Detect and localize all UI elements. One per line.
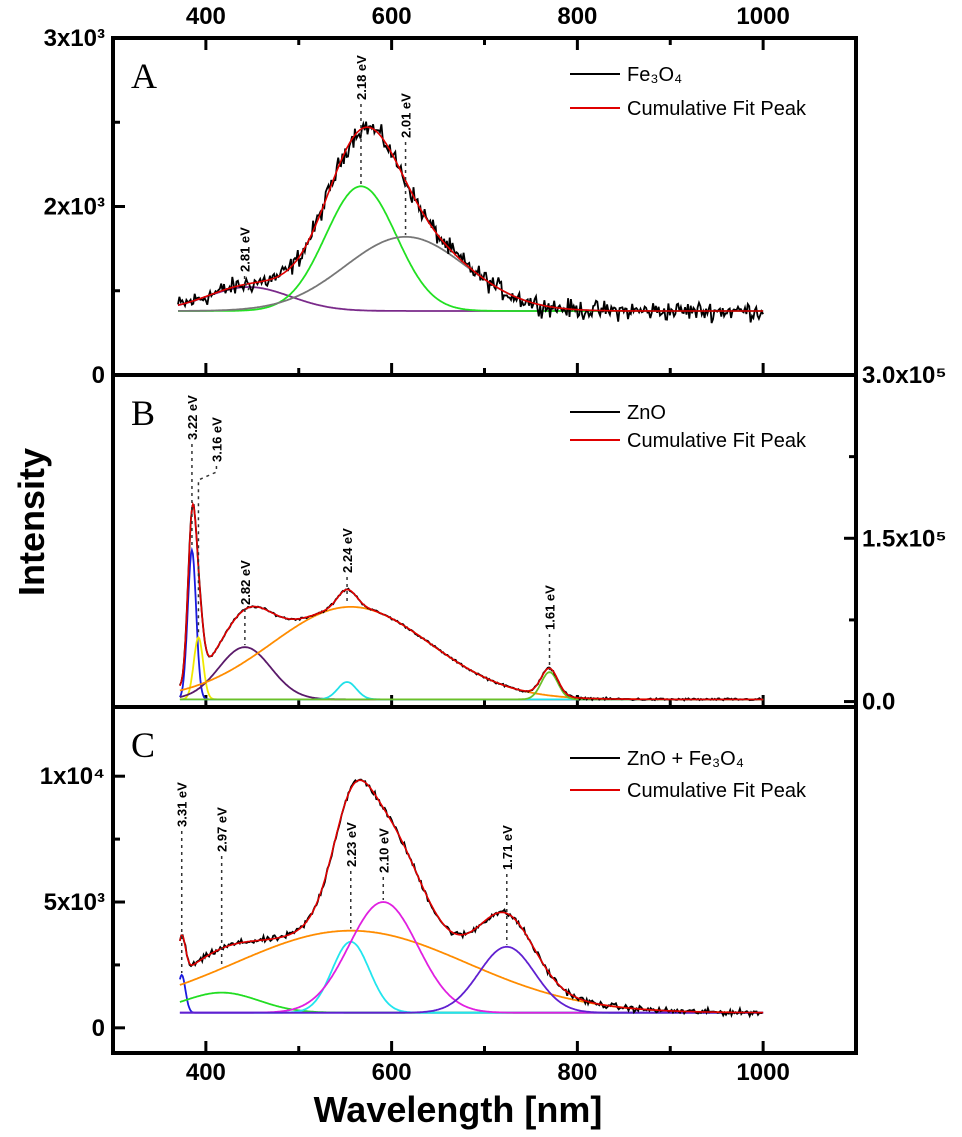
legend-label: Cumulative Fit Peak (627, 430, 807, 452)
peak-label: 2.23 eV (344, 822, 359, 867)
y-tick-label: 2x10³ (44, 194, 105, 221)
cumulative-fit-line (177, 126, 764, 312)
fit-component-1 (179, 991, 764, 1014)
top-x-tick-label: 1000 (736, 3, 789, 30)
fit-component-5 (179, 671, 764, 701)
y-tick-label: 1.5x10⁵ (862, 525, 947, 552)
panel-letter: B (131, 393, 155, 433)
y-tick-label: 3.0x10⁵ (862, 362, 947, 389)
panel-A: A 3x10³ 2x10³ 0 2.81 eV 2.18 eV 2.01 eV Fe₃O₄ Cu… (44, 25, 858, 389)
fit-component-2 (179, 646, 764, 701)
fit-component-1 (178, 185, 764, 312)
bottom-x-tick-label: 400 (186, 1059, 226, 1086)
x-axis-label: Wavelength [nm] (314, 1089, 603, 1130)
legend-label: ZnO + Fe₃O₄ (627, 748, 744, 770)
panel-frame (111, 373, 858, 709)
top-x-tick-label: 400 (186, 3, 226, 30)
panels: A 3x10³ 2x10³ 0 2.81 eV 2.18 eV 2.01 eV Fe₃O₄ Cu… (40, 25, 947, 1055)
fit-component-5 (179, 945, 764, 1014)
peak-label: 3.31 eV (175, 782, 190, 827)
panel-frame (111, 705, 858, 1055)
peak-label: 2.81 eV (238, 227, 253, 272)
y-tick-label: 3x10³ (44, 25, 105, 52)
peak-label: 1.71 eV (500, 825, 515, 870)
legend-label: Cumulative Fit Peak (627, 780, 807, 802)
peak-label: 2.97 eV (215, 807, 230, 852)
bottom-x-tick-label: 1000 (736, 1059, 789, 1086)
fit-component-0 (179, 973, 764, 1014)
peak-marker-line (197, 466, 218, 636)
fit-component-3 (179, 606, 764, 701)
peak-label: 1.61 eV (543, 585, 558, 630)
peak-marker-line (243, 276, 250, 291)
measured-spectrum-line (177, 120, 764, 324)
peak-label: 3.16 eV (209, 417, 224, 462)
bottom-x-tick-label: 800 (557, 1059, 597, 1086)
peak-label: 3.22 eV (185, 395, 200, 440)
panel-B: B 3.0x10⁵ 1.5x10⁵ 0.0 3.22 eV 3.16 eV 2.82 eV 2… (111, 362, 947, 716)
top-x-tick-label: 800 (557, 3, 597, 30)
peak-label: 2.82 eV (238, 560, 253, 605)
fit-component-2 (179, 929, 764, 1014)
panel-frame (111, 36, 858, 377)
y-tick-label: 0.0 (862, 689, 895, 716)
panel-C: C 1x10⁴ 5x10³ 0 3.31 eV 2.97 eV 2.23 eV 2.10 eV… (40, 705, 858, 1055)
fit-component-4 (179, 901, 764, 1014)
bottom-x-tick-label: 600 (372, 1059, 412, 1086)
peak-label: 2.01 eV (399, 93, 414, 138)
top-x-tick-label: 600 (372, 3, 412, 30)
legend-label: Cumulative Fit Peak (627, 98, 807, 120)
peak-label: 2.18 eV (354, 55, 369, 100)
legend-label: Fe₃O₄ (627, 64, 682, 86)
panel-letter: C (131, 725, 155, 765)
peak-label: 2.10 eV (376, 828, 391, 873)
fit-component-0 (179, 546, 764, 701)
fit-component-2 (178, 235, 764, 312)
panel-letter: A (131, 56, 157, 96)
y-tick-label: 1x10⁴ (40, 763, 105, 790)
cumulative-fit-line (179, 501, 764, 701)
y-axis-label: Intensity (11, 448, 52, 596)
cumulative-fit-line (179, 779, 764, 1014)
fit-component-3 (179, 940, 764, 1014)
y-tick-label: 5x10³ (44, 889, 105, 916)
measured-spectrum-line (179, 778, 763, 1019)
fit-component-4 (179, 681, 764, 701)
peak-label: 2.24 eV (340, 528, 355, 573)
y-tick-label: 0 (92, 362, 105, 389)
y-tick-label: 0 (92, 1015, 105, 1042)
legend-label: ZnO (627, 402, 666, 424)
